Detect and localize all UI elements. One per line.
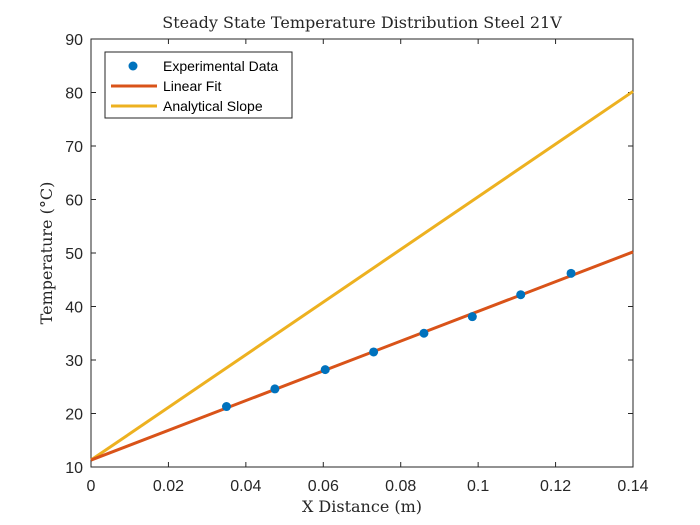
legend-marker (128, 61, 138, 71)
data-point (516, 290, 526, 300)
data-point (566, 268, 576, 278)
y-tick-label: 20 (65, 407, 83, 424)
y-tick-label: 10 (65, 460, 83, 477)
data-point (320, 365, 330, 375)
y-tick-label: 60 (65, 193, 83, 210)
x-tick-label: 0.02 (153, 478, 184, 495)
axes: 0 0.02 0.04 0.06 0.08 0.1 0.12 0.14 10 20 30 40 50 60… (65, 32, 648, 495)
x-tick-label: 0.12 (540, 478, 571, 495)
x-tick-label: 0.1 (467, 478, 489, 495)
data-point (419, 328, 429, 338)
x-tick-label: 0.08 (385, 478, 416, 495)
legend-label: Experimental Data (163, 58, 278, 74)
legend-label: Linear Fit (163, 78, 221, 94)
x-tick-label: 0.14 (617, 478, 648, 495)
y-tick-label: 70 (65, 139, 83, 156)
chart-title: Steady State Temperature Distribution St… (162, 13, 562, 32)
series-layer (90, 90, 634, 462)
x-tick-label: 0 (87, 478, 96, 495)
y-tick-label: 90 (65, 32, 83, 49)
legend-label: Analytical Slope (163, 98, 263, 114)
data-point (369, 347, 379, 357)
x-tick-label: 0.04 (230, 478, 261, 495)
y-tick-label: 40 (65, 300, 83, 317)
y-tick-label: 50 (65, 246, 83, 263)
data-point (270, 384, 280, 394)
x-axis-label: X Distance (m) (302, 497, 422, 516)
x-tick-label: 0.06 (308, 478, 339, 495)
series-line-analytical-slope (90, 90, 634, 462)
data-point (467, 312, 477, 322)
series-line-linear-fit (90, 250, 634, 462)
y-tick-label: 30 (65, 353, 83, 370)
y-tick-label: 80 (65, 86, 83, 103)
y-axis-label: Temperature (°C) (37, 182, 56, 325)
data-point (222, 402, 231, 412)
legend: Experimental Data Linear Fit Analytical Sl… (104, 51, 293, 119)
